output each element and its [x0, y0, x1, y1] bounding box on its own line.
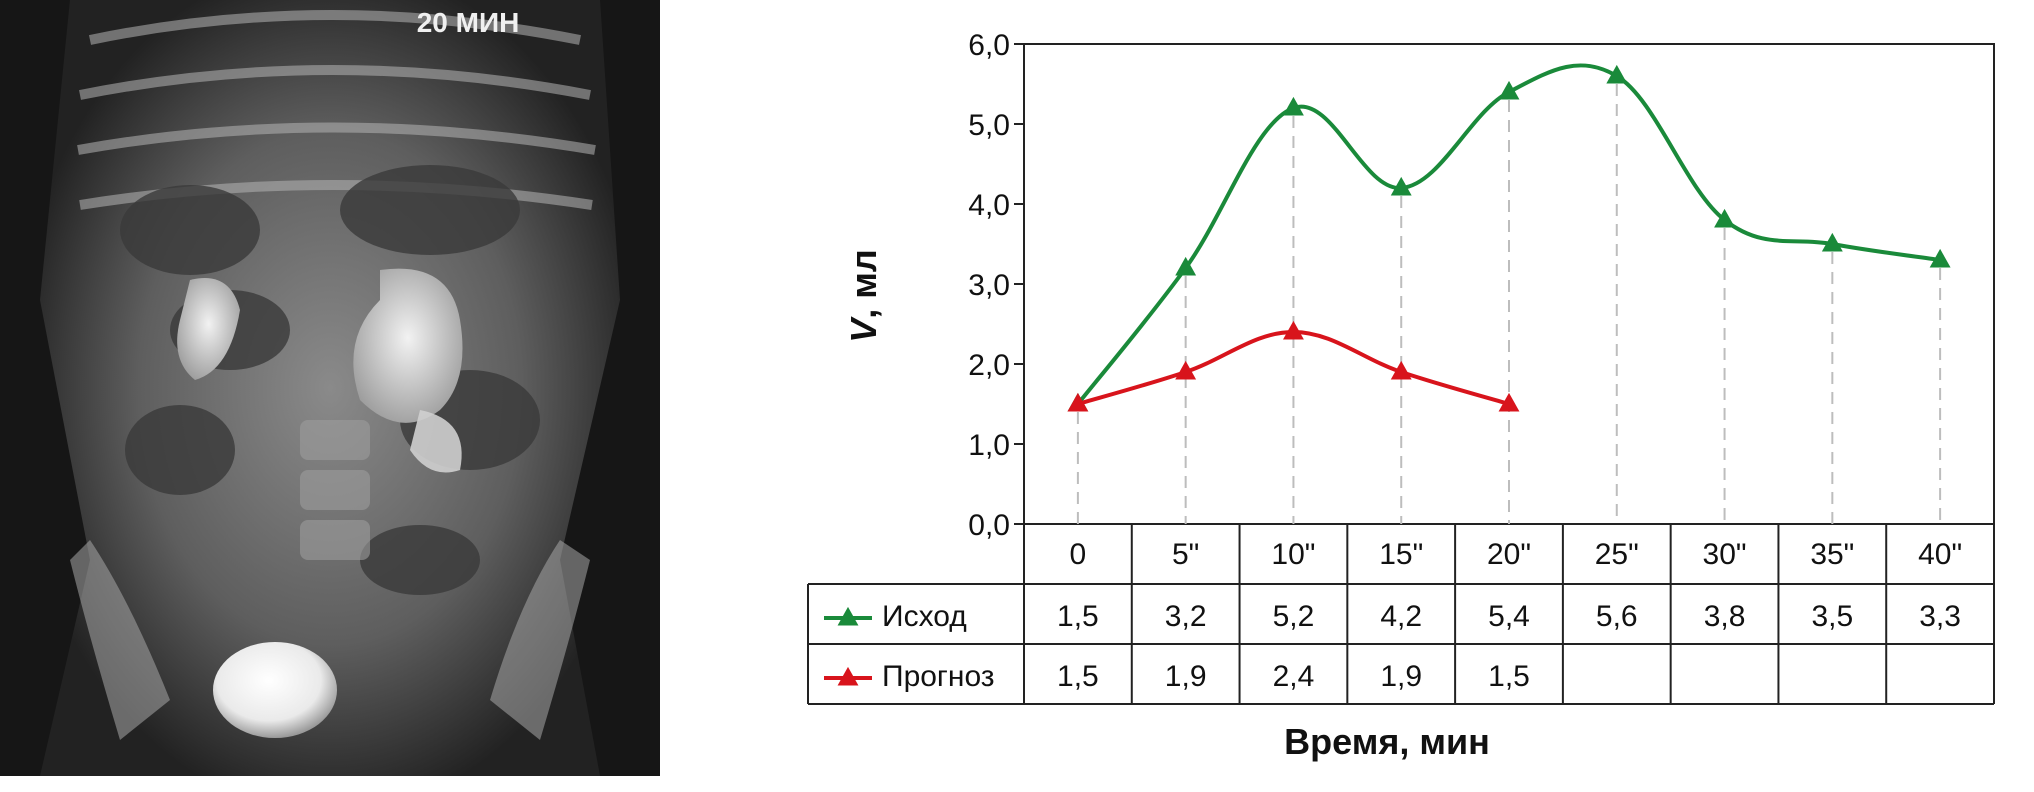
xray-drawing: 20 МИН [0, 0, 660, 776]
contrast-center [353, 268, 463, 423]
data-label: 3,8 [1704, 600, 1746, 633]
legend-entry-1: Исход [882, 600, 967, 633]
y-axis-title: V, мл [843, 249, 884, 343]
y-tick-label: 4,0 [968, 189, 1010, 222]
series-point-1 [1929, 248, 1951, 268]
x-tick-label: 25" [1595, 538, 1639, 571]
data-table: 0 5" 10" 15" 20" 25" 30" 35" 40" Исход 1,5 3,2 5,2 4,… [807, 524, 1995, 705]
data-label: 1,9 [1165, 660, 1207, 693]
chart: 0,0 1,0 2,0 3,0 4,0 5,0 6,0 0 5" 10" 15" 20" 25" 30"… [807, 29, 1995, 762]
series-point-1 [1390, 176, 1412, 196]
plot-area: 0,0 1,0 2,0 3,0 4,0 5,0 6,0 [968, 29, 1995, 542]
data-label: 5,2 [1273, 600, 1315, 633]
data-label: 1,5 [1488, 660, 1530, 693]
series-point-1 [1175, 256, 1197, 276]
data-label: 2,4 [1273, 660, 1315, 693]
y-axis-title-unit: , мл [843, 249, 884, 319]
y-tick-label: 3,0 [968, 269, 1010, 302]
y-axis-title-symbol: V [843, 316, 884, 343]
data-label: 1,5 [1057, 660, 1099, 693]
series-point-1 [1283, 96, 1304, 116]
legend-key-marker-2 [837, 666, 859, 686]
series-point-2 [1498, 392, 1520, 412]
x-tick-label: 10" [1271, 538, 1315, 571]
x-tick-label: 15" [1379, 538, 1423, 571]
series-point-2 [1067, 392, 1089, 412]
bladder [213, 642, 337, 738]
series-point-1 [1498, 80, 1520, 100]
series-line-1 [1076, 63, 1941, 406]
pelvis [70, 540, 590, 740]
x-tick-label: 0 [1070, 538, 1087, 571]
data-label: 3,5 [1811, 600, 1853, 633]
y-tick-label: 0,0 [968, 509, 1010, 542]
x-tick-label: 30" [1703, 538, 1747, 571]
legend-key-marker-1 [837, 606, 859, 626]
x-tick-label: 35" [1810, 538, 1854, 571]
data-label: 3,2 [1165, 600, 1207, 633]
data-label: 5,6 [1596, 600, 1638, 633]
series-point-2 [1175, 360, 1197, 380]
series-point-2 [1390, 360, 1412, 380]
xray-time-label: 20 МИН [417, 7, 520, 38]
data-label: 4,2 [1380, 600, 1422, 633]
contrast-right [177, 278, 240, 380]
data-label: 5,4 [1488, 600, 1530, 633]
y-tick-label: 1,0 [968, 429, 1010, 462]
y-tick-label: 6,0 [968, 29, 1010, 62]
data-label: 1,9 [1380, 660, 1422, 693]
xray-image: 20 МИН [0, 0, 660, 776]
x-tick-label: 20" [1487, 538, 1531, 571]
y-tick-label: 5,0 [968, 109, 1010, 142]
series-point-1 [1606, 64, 1628, 84]
series-point-1 [1821, 232, 1843, 252]
y-tick-label: 2,0 [968, 349, 1010, 382]
x-tick-label: 5" [1172, 538, 1199, 571]
x-axis-title: Время, мин [1284, 721, 1490, 762]
legend-entry-2: Прогноз [882, 660, 995, 693]
data-label: 1,5 [1057, 600, 1099, 633]
data-label: 3,3 [1919, 600, 1961, 633]
spine [300, 420, 370, 560]
series-point-1 [1714, 208, 1735, 228]
series-point-2 [1283, 320, 1304, 340]
x-tick-label: 40" [1918, 538, 1962, 571]
